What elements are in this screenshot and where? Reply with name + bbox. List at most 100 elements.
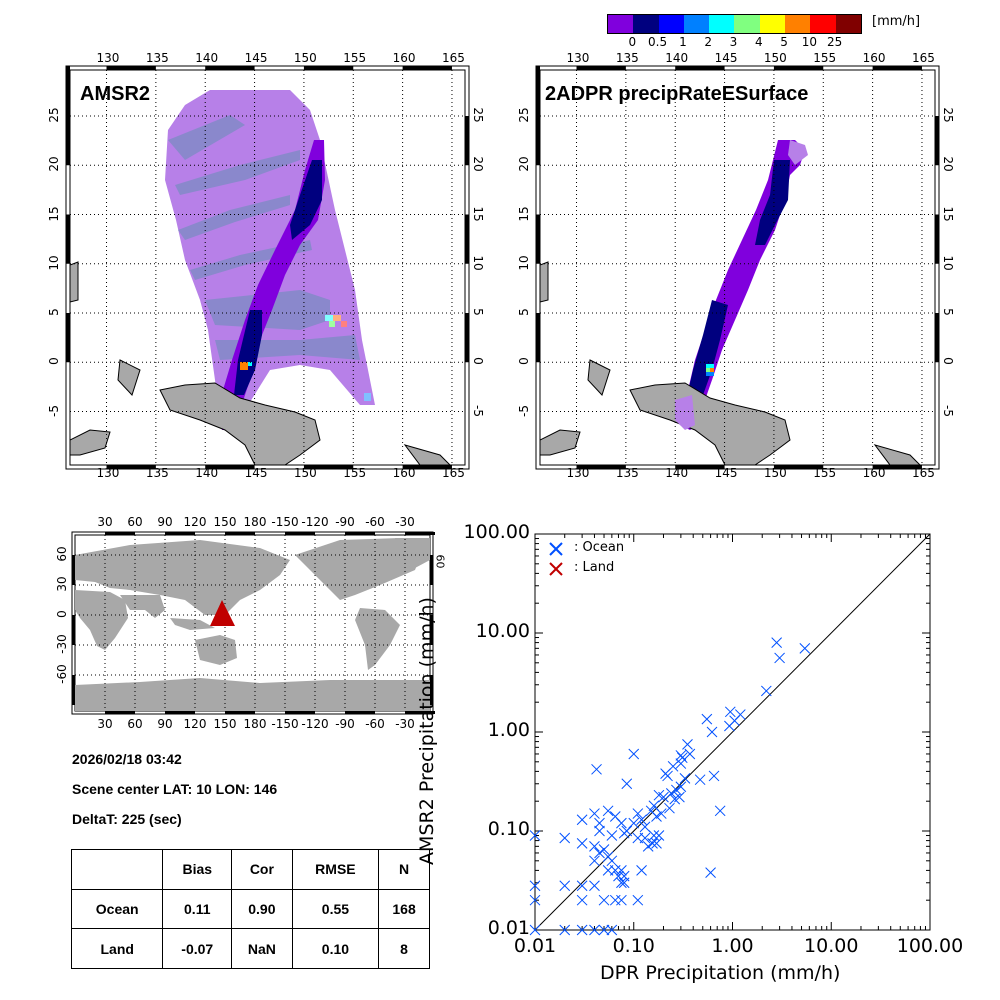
world-lat-tick-label: 60 <box>433 554 447 569</box>
lon-tick-label: 145 <box>244 466 268 480</box>
axis-bar <box>430 615 433 645</box>
lat-tick-label: 0 <box>471 357 485 366</box>
lat-tick-label: 15 <box>47 205 61 222</box>
lat-tick-label: 20 <box>471 156 485 172</box>
table-row: Ocean 0.11 0.90 0.55 168 <box>70 888 430 930</box>
world-lon-tick-label: -120 <box>301 717 329 731</box>
world-lat-tick-label: 0 <box>55 610 69 618</box>
lat-tick-label: 10 <box>47 255 61 271</box>
world-lon-tick-label: 90 <box>157 515 173 529</box>
lon-tick-label: 165 <box>911 51 935 65</box>
colorbar-tick-label: 0.5 <box>648 35 668 49</box>
scatter-point-ocean <box>706 726 718 738</box>
world-lon-tick-label: 30 <box>97 717 113 731</box>
y-tick-label: 100.00 <box>463 521 530 543</box>
island-land <box>873 444 921 465</box>
lat-tick-label: 5 <box>471 308 485 316</box>
world-lon-tick-label: -120 <box>301 515 329 529</box>
scatter-point-ocean <box>602 805 614 817</box>
x-axis-title: DPR Precipitation (mm/h) <box>600 962 841 984</box>
axis-bar <box>465 214 469 264</box>
scatter-point-ocean <box>684 748 696 760</box>
scatter-point-ocean <box>598 924 610 936</box>
world-lon-tick-label: 180 <box>243 515 267 529</box>
scatter-point-ocean <box>559 924 571 936</box>
island-land <box>540 429 581 456</box>
axis-bar <box>465 116 469 166</box>
dpr-hotspot <box>706 372 714 376</box>
scatter-point-ocean <box>606 855 618 867</box>
y-tick-label: 10.00 <box>475 620 530 642</box>
scatter-point-ocean <box>628 748 640 760</box>
world-lon-tick-label: -90 <box>335 515 355 529</box>
lat-tick-label: 10 <box>517 255 531 271</box>
scatter-point-ocean <box>701 713 713 725</box>
axis-bar <box>536 214 540 264</box>
axis-bar <box>285 532 315 535</box>
axis-bar <box>405 711 435 714</box>
scatter-point-ocean <box>729 715 740 727</box>
colorbar-unit: [mm/h] <box>872 14 921 29</box>
table-cell: 0.11 <box>162 888 233 930</box>
scatter-point-ocean <box>609 811 621 822</box>
lon-tick-label: 140 <box>665 51 689 65</box>
lon-tick-label: 145 <box>714 51 738 65</box>
world-lon-tick-label: 60 <box>127 717 143 731</box>
scatter-point-ocean <box>559 832 571 844</box>
scatter-point-ocean <box>651 811 662 822</box>
amsr2-map-title: AMSR2 <box>80 83 151 105</box>
scatter-point-ocean <box>632 894 644 906</box>
dpr-swath-core <box>755 160 790 245</box>
colorbar-swatch <box>835 15 861 33</box>
axis-bar <box>165 711 195 714</box>
lat-tick-label: 15 <box>471 205 485 222</box>
lat-tick-label: -5 <box>47 404 61 417</box>
axis-bar <box>675 465 725 469</box>
amsr2-rain-core <box>234 310 262 395</box>
colorbar-swatch <box>633 15 659 33</box>
world-lon-tick-label: 90 <box>157 717 173 731</box>
colorbar-tick-label: 5 <box>780 35 788 49</box>
lat-tick-label: 0 <box>517 357 531 366</box>
axis-bar <box>935 313 939 363</box>
scatter-point-ocean <box>639 832 651 844</box>
scatter-point-ocean <box>682 739 693 750</box>
table-cell: NaN <box>231 928 293 969</box>
table-cell: 168 <box>378 888 430 930</box>
y-axis-title: AMSR2 Precipitation (mm/h) <box>416 597 438 865</box>
lon-tick-label: 135 <box>615 51 639 65</box>
scatter-frame <box>534 533 931 931</box>
y-tick-label: 1.00 <box>487 719 530 741</box>
lat-tick-label: 25 <box>47 107 61 123</box>
colorbar-swatch <box>658 15 684 33</box>
scatter-point-ocean <box>675 750 687 761</box>
scatter-point-ocean <box>724 720 735 732</box>
land-australia <box>195 635 237 665</box>
axis-bar <box>430 555 433 585</box>
scatter-point-ocean <box>598 844 610 855</box>
scatter-point-ocean <box>618 827 630 839</box>
scatter-point-ocean <box>576 838 588 849</box>
colorbar-swatch <box>734 15 760 33</box>
lat-tick-label: 5 <box>517 308 531 316</box>
island-land <box>587 359 611 396</box>
world-lon-tick-label: 60 <box>127 515 143 529</box>
scatter-point-ocean <box>529 830 541 841</box>
scatter-point-ocean <box>660 768 671 779</box>
scatter-point-ocean <box>589 924 600 936</box>
scatter-point-ocean <box>664 802 675 814</box>
scatter-point-ocean <box>589 808 600 819</box>
lon-tick-label: 165 <box>441 466 465 480</box>
scatter-point-ocean <box>632 832 644 844</box>
lon-tick-label: 150 <box>293 51 317 65</box>
amsr2-hotspot <box>240 362 248 370</box>
y-tick-label: 0.10 <box>487 818 530 840</box>
lon-tick-label: 130 <box>96 51 120 65</box>
scatter-point-ocean <box>648 800 660 812</box>
axis-bar <box>402 465 452 469</box>
lon-tick-label: 155 <box>813 466 837 480</box>
island-land <box>403 444 451 465</box>
lat-tick-label: 25 <box>941 107 955 123</box>
lat-tick-label: 20 <box>47 156 61 172</box>
colorbar-swatch <box>759 15 786 33</box>
